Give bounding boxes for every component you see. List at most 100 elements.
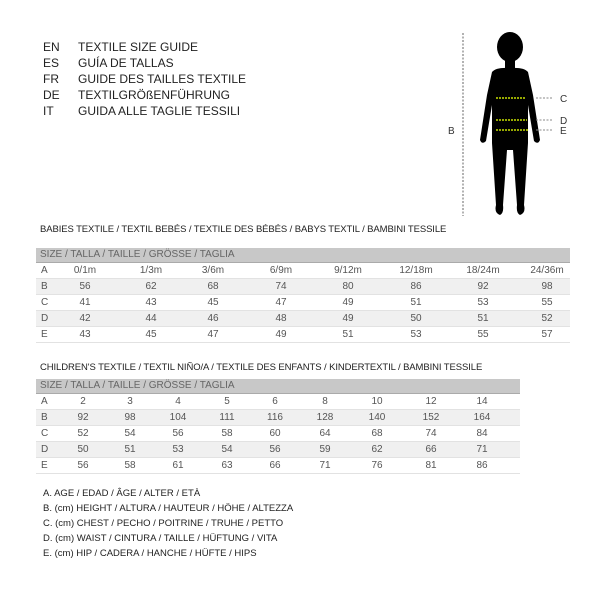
table-cell: 164 — [473, 412, 491, 423]
table-cell: 53 — [477, 297, 489, 308]
table-row: C 52 54 56 58 60 64 68 74 84 — [36, 426, 520, 442]
row-label: C — [41, 428, 49, 439]
row-label: D — [41, 444, 49, 455]
title-text: TEXTILE SIZE GUIDE — [78, 40, 199, 54]
legend-item: D. (cm) WAIST / CINTURA / TAILLE / HÜFTU… — [43, 533, 278, 544]
row-label: B — [41, 281, 48, 292]
table-cell: 44 — [145, 313, 157, 324]
table-cell: 52 — [77, 428, 89, 439]
title-fr: FR GUIDE DES TAILLES TEXTILE — [43, 72, 246, 86]
table-row: D 42 44 46 48 49 50 51 52 — [36, 311, 570, 327]
table-row: C 41 43 45 47 49 51 53 55 — [36, 295, 570, 311]
table-cell: 48 — [275, 313, 287, 324]
table-cell: 12 — [425, 396, 437, 407]
table-cell: 51 — [342, 329, 354, 340]
table-cell: 42 — [79, 313, 91, 324]
table-cell: 3/6m — [201, 265, 225, 276]
table-cell: 62 — [371, 444, 383, 455]
table-cell: 98 — [124, 412, 136, 423]
table-cell: 53 — [410, 329, 422, 340]
label-b: B — [448, 126, 455, 137]
table-cell: 92 — [77, 412, 89, 423]
table-cell: 1/3m — [139, 265, 163, 276]
label-d: D — [560, 116, 567, 127]
table-cell: 51 — [410, 297, 422, 308]
legend-item: E. (cm) HIP / CADERA / HANCHE / HÜFTE / … — [43, 548, 257, 559]
table-cell: 59 — [319, 444, 331, 455]
lang-code: FR — [43, 72, 59, 86]
table-cell: 55 — [541, 297, 553, 308]
lang-code: IT — [43, 104, 54, 118]
table-cell: 45 — [207, 297, 219, 308]
children-size-table: SIZE / TALLA / TAILLE / GRÖSSE / TAGLIA … — [36, 379, 520, 474]
table-cell: 8 — [322, 396, 328, 407]
lang-code: EN — [43, 40, 60, 54]
table-cell: 86 — [476, 460, 488, 471]
label-e: E — [560, 126, 567, 137]
table-row: A 0/1m 1/3m 3/6m 6/9m 9/12m 12/18m 18/24m 24/36m — [36, 263, 570, 279]
table-cell: 0/1m — [73, 265, 97, 276]
row-label: A — [41, 265, 48, 276]
table-cell: 14 — [476, 396, 488, 407]
title-de: DE TEXTILGRÖßENFÜHRUNG — [43, 88, 230, 102]
table-cell: 50 — [77, 444, 89, 455]
row-label: D — [41, 313, 49, 324]
table-cell: 80 — [342, 281, 354, 292]
table-header: SIZE / TALLA / TAILLE / GRÖSSE / TAGLIA — [36, 248, 570, 263]
legend-item: A. AGE / EDAD / ÂGE / ALTER / ETÀ — [43, 488, 201, 499]
table-cell: 58 — [221, 428, 233, 439]
table-cell: 54 — [221, 444, 233, 455]
babies-size-table: SIZE / TALLA / TAILLE / GRÖSSE / TAGLIA … — [36, 248, 570, 343]
table-cell: 116 — [267, 412, 283, 423]
table-cell: 56 — [269, 444, 281, 455]
table-cell: 66 — [425, 444, 437, 455]
table-row: E 43 45 47 49 51 53 55 57 — [36, 327, 570, 343]
table-cell: 49 — [342, 313, 354, 324]
child-silhouette — [480, 32, 540, 215]
table-cell: 53 — [172, 444, 184, 455]
table-cell: 49 — [275, 329, 287, 340]
lang-code: DE — [43, 88, 60, 102]
table-row: D 50 51 53 54 56 59 62 66 71 — [36, 442, 520, 458]
legend-item: C. (cm) CHEST / PECHO / POITRINE / TRUHE… — [43, 518, 284, 529]
table-cell: 47 — [207, 329, 219, 340]
row-label: E — [41, 329, 48, 340]
table-cell: 71 — [476, 444, 488, 455]
table-cell: 51 — [477, 313, 489, 324]
table-cell: 56 — [172, 428, 184, 439]
table-cell: 84 — [476, 428, 488, 439]
table-cell: 24/36m — [530, 265, 564, 276]
title-text: GUÍA DE TALLAS — [78, 56, 174, 70]
table-cell: 111 — [219, 412, 235, 423]
child-silhouette-figure: B C D E — [448, 32, 567, 216]
table-cell: 10 — [371, 396, 383, 407]
table-cell: 46 — [207, 313, 219, 324]
table-cell: 43 — [79, 329, 91, 340]
table-cell: 68 — [207, 281, 219, 292]
title-text: TEXTILGRÖßENFÜHRUNG — [78, 88, 231, 102]
table-cell: 6 — [272, 396, 278, 407]
table-cell: 64 — [319, 428, 331, 439]
label-c: C — [560, 94, 567, 105]
table-cell: 41 — [79, 297, 91, 308]
table-cell: 68 — [371, 428, 383, 439]
table-cell: 71 — [319, 460, 331, 471]
legend-item: B. (cm) HEIGHT / ALTURA / HAUTEUR / HÖHE… — [43, 503, 294, 514]
table-row: B 56 62 68 74 80 86 92 98 — [36, 279, 570, 295]
table-cell: 6/9m — [269, 265, 293, 276]
table-cell: 50 — [410, 313, 422, 324]
table-cell: 49 — [342, 297, 354, 308]
title-en: EN TEXTILE SIZE GUIDE — [43, 40, 198, 54]
table-cell: 47 — [275, 297, 287, 308]
row-label: E — [41, 460, 48, 471]
table-cell: 74 — [275, 281, 287, 292]
title-text: GUIDE DES TAILLES TEXTILE — [78, 72, 247, 86]
table-cell: 9/12m — [334, 265, 362, 276]
table-row: B 92 98 104 111 116 128 140 152 164 — [36, 410, 520, 426]
table-cell: 66 — [269, 460, 281, 471]
table-cell: 51 — [124, 444, 136, 455]
table-cell: 52 — [541, 313, 553, 324]
table-cell: 58 — [124, 460, 136, 471]
table-cell: 5 — [224, 396, 230, 407]
